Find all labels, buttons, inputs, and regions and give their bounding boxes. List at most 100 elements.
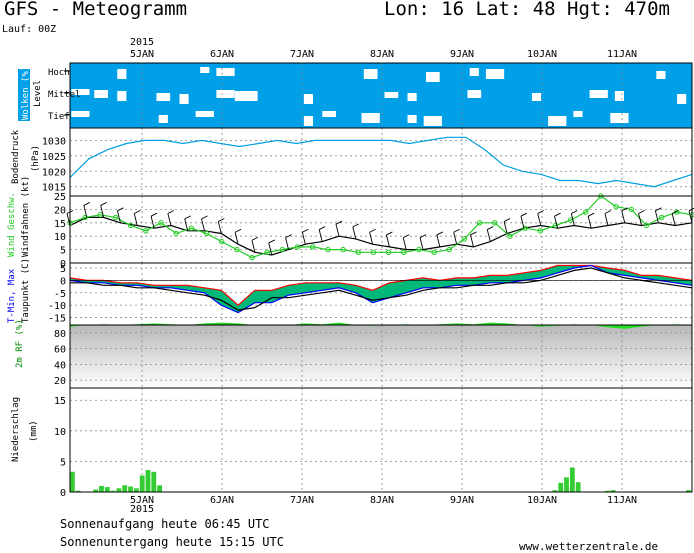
gust-point xyxy=(112,214,119,221)
cloud-gap xyxy=(94,90,108,98)
y-tick-label: -5 xyxy=(54,289,66,300)
cloud-gap xyxy=(303,116,313,126)
model-run: Lauf: 00Z xyxy=(2,24,57,35)
wind-barb-flag xyxy=(302,228,309,233)
y-tick-label: 80 xyxy=(54,329,66,340)
day-label-top: 7JAN xyxy=(290,49,314,60)
cloud-gap xyxy=(216,90,235,98)
tmin-line xyxy=(69,264,693,314)
cloud-gap xyxy=(179,94,189,104)
humidity-background xyxy=(70,325,692,388)
pressure-line xyxy=(69,136,693,188)
wind-barb-flag xyxy=(167,210,175,214)
humidity-title: 2m RF (%) xyxy=(15,319,25,368)
gust-point xyxy=(310,244,316,250)
y-tick-label: 10 xyxy=(54,427,66,438)
wind-barb xyxy=(133,213,138,226)
temp-title: T-Min, Max xyxy=(7,268,17,323)
gust-point xyxy=(294,244,301,250)
wind-barb-flag xyxy=(487,226,494,230)
cloud-gap xyxy=(384,92,399,98)
y-tick-label: 15 xyxy=(54,219,66,230)
wind-barb-flag xyxy=(436,231,444,236)
cloud-gap xyxy=(425,72,440,82)
wind-barb-flag xyxy=(554,212,561,217)
day-label-top: 6JAN xyxy=(210,49,234,60)
y-tick-label: 1030 xyxy=(42,136,66,147)
cloud-gap xyxy=(531,93,542,101)
wind-barb-flag xyxy=(571,210,578,214)
day-label-bottom: 6JAN xyxy=(210,495,234,506)
wind-barb-flag xyxy=(83,202,91,206)
wind-barb xyxy=(167,213,172,226)
cloud-gap xyxy=(589,90,608,98)
wind-barb xyxy=(486,229,491,242)
gust-point xyxy=(173,230,179,237)
wind-barb-flag xyxy=(503,218,511,222)
wind-barb xyxy=(453,232,458,245)
y-tick-label: 1015 xyxy=(42,183,66,194)
precip-bar xyxy=(110,490,116,492)
location-info: Lon: 16 Lat: 48 Hgt: 470m xyxy=(384,0,670,20)
precip-bar xyxy=(104,487,110,492)
wind-barb-flag xyxy=(520,212,528,217)
wind-barb-flag xyxy=(453,228,460,233)
wind-barb xyxy=(251,240,256,253)
wind-barb xyxy=(537,213,542,226)
cloud-gap xyxy=(117,91,127,101)
wind-barb xyxy=(268,242,273,256)
gust-point xyxy=(431,249,437,255)
sunset-text: Sonnenuntergang heute 15:15 UTC xyxy=(60,535,284,549)
wind-barb xyxy=(604,213,609,226)
day-label-top: 10JAN xyxy=(527,49,557,60)
y-tick-label: 0 xyxy=(60,488,66,499)
precip-bar xyxy=(552,490,558,492)
precip-bar xyxy=(604,490,610,492)
wind-barb-flag xyxy=(184,215,191,220)
wind-barb-flag xyxy=(100,202,107,206)
gust-point xyxy=(355,249,361,255)
cloud-gap xyxy=(610,113,629,123)
wind-barb xyxy=(621,210,626,223)
cloud-gap xyxy=(216,68,235,76)
y-tick-label: 5 xyxy=(60,264,66,275)
cloud-gap xyxy=(200,67,210,73)
gust-point xyxy=(279,246,286,253)
wind-barb xyxy=(318,229,323,242)
day-label-top: 5JAN xyxy=(130,49,154,60)
y-tick-label: 60 xyxy=(54,345,66,356)
wind-barb xyxy=(150,216,155,229)
wind-barb-flag xyxy=(403,234,410,239)
day-label-bottom: 10JAN xyxy=(527,495,557,506)
precip-bar xyxy=(145,469,151,492)
precip-bar xyxy=(116,488,122,492)
wind-barb xyxy=(419,237,424,250)
wind-barb xyxy=(654,210,659,223)
cloud-level-label: Hoch xyxy=(48,68,70,78)
wind-barb xyxy=(116,210,121,223)
wind-barb-flag xyxy=(386,231,393,236)
gust-point xyxy=(537,228,543,234)
gust-point xyxy=(158,220,164,226)
wind-barb-flag xyxy=(218,218,225,222)
cloud-gap xyxy=(614,91,624,101)
y-tick-label: 1025 xyxy=(42,152,66,163)
wind-barb-flag xyxy=(587,212,595,217)
cloud-background xyxy=(70,63,692,128)
wind-barb xyxy=(570,213,575,226)
cloud-gap xyxy=(117,69,127,79)
wind-barb xyxy=(402,237,407,250)
precip-bar xyxy=(151,471,157,492)
y-tick-label: 0 xyxy=(60,259,66,270)
wind-barb-flag xyxy=(268,239,275,244)
chart-title: GFS - Meteogramm xyxy=(4,0,188,20)
wind-barb-flag xyxy=(638,210,645,214)
precip-bar xyxy=(686,490,691,492)
wind-barb xyxy=(184,218,189,231)
y-tick-label: 0 xyxy=(60,276,66,287)
precip-bar xyxy=(564,477,569,492)
precip-ylabel: (mm) xyxy=(29,420,39,442)
y-tick-label: 25 xyxy=(54,192,66,203)
wind-barb xyxy=(587,216,592,229)
